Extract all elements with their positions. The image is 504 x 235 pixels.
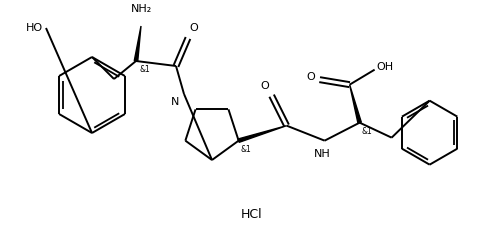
- Text: OH: OH: [376, 62, 394, 72]
- Text: NH: NH: [314, 149, 331, 159]
- Text: HO: HO: [26, 23, 43, 33]
- Text: O: O: [260, 81, 269, 91]
- Text: HCl: HCl: [241, 208, 263, 222]
- Text: &1: &1: [362, 127, 372, 136]
- Text: &1: &1: [240, 145, 251, 154]
- Text: &1: &1: [140, 65, 151, 74]
- Text: NH₂: NH₂: [131, 4, 152, 14]
- Polygon shape: [350, 85, 361, 123]
- Text: O: O: [189, 23, 198, 33]
- Text: O: O: [306, 72, 314, 82]
- Polygon shape: [134, 26, 141, 61]
- Text: N: N: [171, 97, 179, 107]
- Polygon shape: [238, 126, 287, 142]
